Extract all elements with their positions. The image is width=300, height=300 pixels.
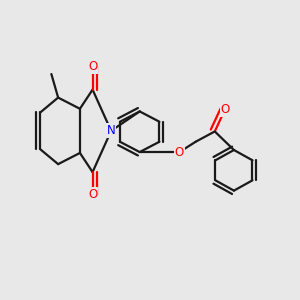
Text: O: O [175, 146, 184, 159]
Text: O: O [88, 61, 97, 74]
Text: O: O [220, 103, 230, 116]
Text: O: O [88, 188, 97, 201]
Text: N: N [107, 124, 116, 137]
